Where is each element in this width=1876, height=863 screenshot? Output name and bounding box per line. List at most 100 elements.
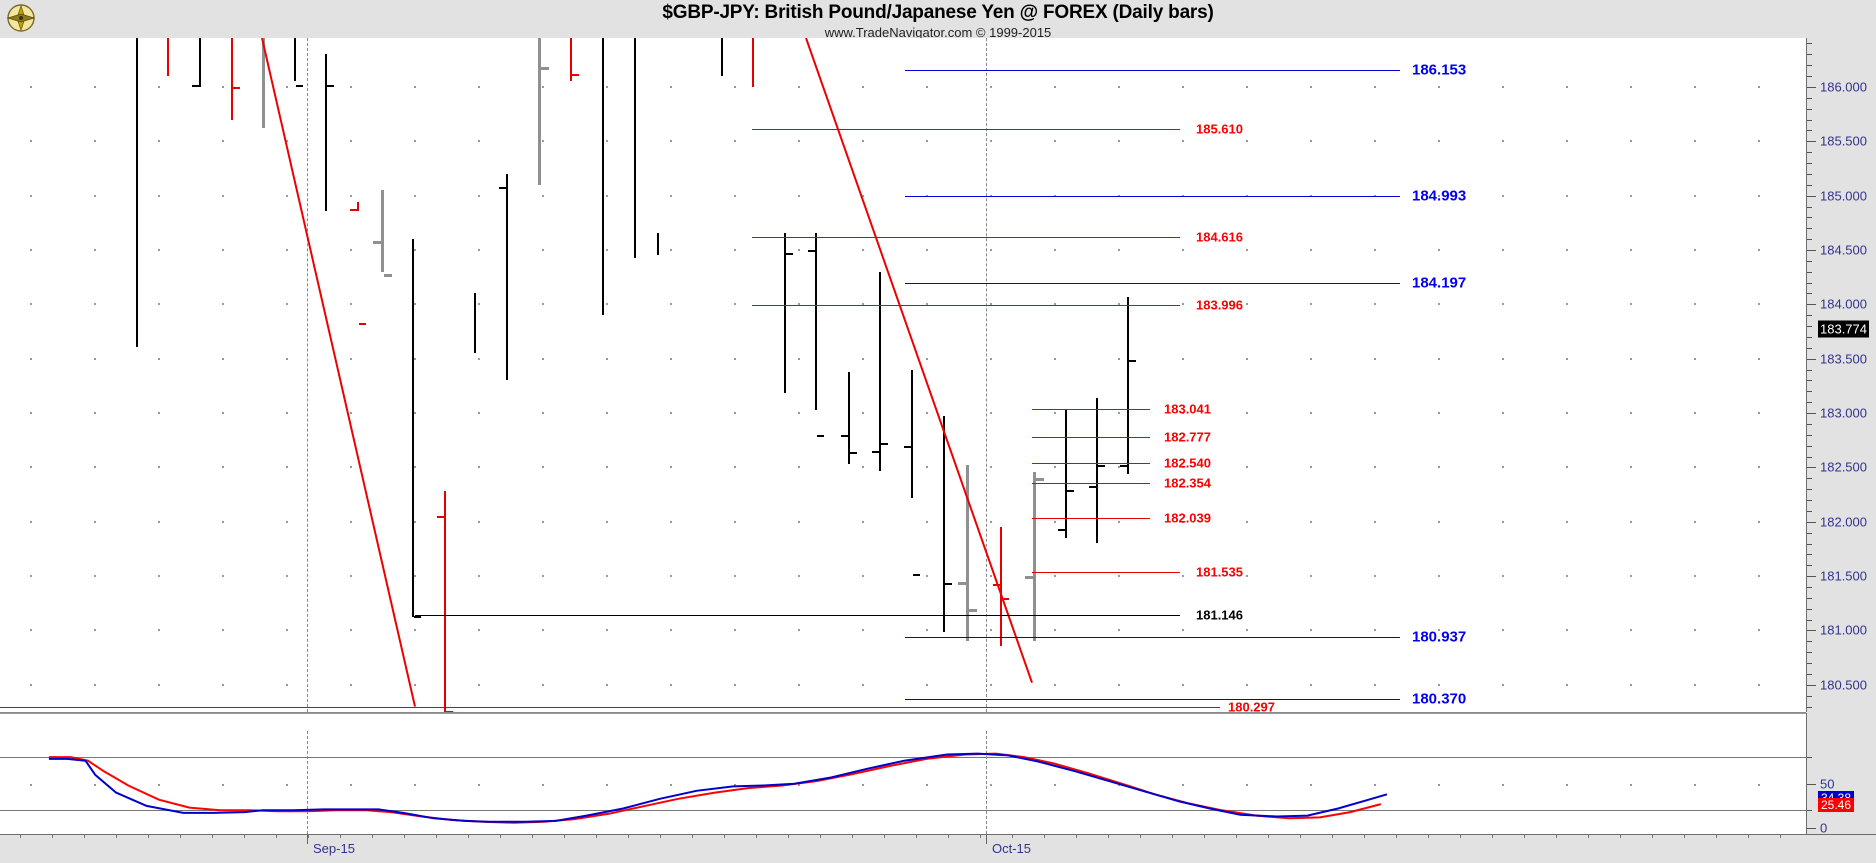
- price-axis-minor-tick: [1807, 608, 1812, 610]
- grid-dot: [542, 575, 544, 578]
- study-line[interactable]: [905, 282, 1400, 284]
- price-axis-label: 183.500: [1820, 351, 1867, 367]
- grid-dot: [542, 629, 544, 632]
- ohlc-bar: [167, 38, 169, 77]
- grid-dot: [990, 248, 992, 251]
- grid-dot: [798, 357, 800, 360]
- grid-dot: [414, 412, 416, 415]
- grid-dot: [222, 303, 224, 306]
- study-line[interactable]: [905, 70, 1400, 72]
- grid-dot: [1566, 85, 1568, 88]
- grid-dot: [478, 783, 480, 786]
- ohlc-bar: [474, 293, 476, 354]
- grid-dot: [1374, 683, 1376, 686]
- bar-open-tick: [499, 186, 506, 189]
- study-line[interactable]: [1032, 437, 1150, 439]
- grid-dot: [990, 357, 992, 360]
- study-line[interactable]: [0, 706, 1220, 708]
- grid-dot: [1246, 783, 1248, 786]
- study-line[interactable]: [752, 304, 1180, 306]
- price-axis[interactable]: 186.000 185.500 185.000 184.500 184.000 183.5…: [1806, 38, 1876, 712]
- grid-dot: [1758, 783, 1760, 786]
- grid-dot: [734, 194, 736, 197]
- grid-dot: [1182, 85, 1184, 88]
- date-axis-minor-tick: [1140, 835, 1141, 838]
- price-axis-minor-tick: [1807, 706, 1812, 708]
- ohlc-bar: [192, 38, 201, 87]
- grid-dot: [1054, 248, 1056, 251]
- indicator-axis-minor-tick: [1807, 757, 1812, 759]
- grid-dot: [1374, 85, 1376, 88]
- grid-dot: [158, 783, 160, 786]
- grid-dot: [798, 783, 800, 786]
- grid-dot: [1374, 194, 1376, 197]
- study-line[interactable]: [1032, 483, 1150, 485]
- date-axis[interactable]: Sep-15 Oct-15: [0, 834, 1876, 863]
- grid-dot: [350, 303, 352, 306]
- study-line[interactable]: [1032, 408, 1150, 410]
- grid-dot: [1630, 783, 1632, 786]
- ohlc-bar: [373, 190, 392, 277]
- grid-dot: [1694, 412, 1696, 415]
- grid-dot: [734, 85, 736, 88]
- date-axis-minor-tick: [1684, 835, 1685, 838]
- grid-dot: [1310, 412, 1312, 415]
- grid-dot: [478, 194, 480, 197]
- grid-dot: [1502, 85, 1504, 88]
- date-axis-minor-tick: [980, 835, 981, 838]
- study-line[interactable]: [752, 129, 1180, 131]
- grid-dot: [926, 357, 928, 360]
- study-line[interactable]: [1032, 572, 1180, 574]
- grid-dot: [926, 575, 928, 578]
- date-axis-minor-tick: [1780, 835, 1781, 838]
- grid-dot: [1246, 683, 1248, 686]
- grid-dot: [1246, 466, 1248, 469]
- stochastic-pane[interactable]: [0, 731, 1806, 834]
- grid-dot: [798, 85, 800, 88]
- grid-dot: [1246, 85, 1248, 88]
- price-axis-minor-tick: [1807, 391, 1812, 393]
- study-line[interactable]: [1032, 463, 1150, 465]
- study-line[interactable]: [905, 637, 1400, 639]
- date-axis-label: Sep-15: [313, 841, 355, 856]
- study-line[interactable]: [752, 237, 1180, 239]
- grid-dot: [926, 520, 928, 523]
- grid-dot: [30, 575, 32, 578]
- grid-dot: [862, 248, 864, 251]
- grid-dot: [542, 412, 544, 415]
- price-axis-minor-tick: [1807, 673, 1812, 675]
- grid-dot: [926, 248, 928, 251]
- grid-dot: [990, 520, 992, 523]
- grid-dot: [30, 85, 32, 88]
- grid-dot: [542, 85, 544, 88]
- price-axis-minor-tick: [1807, 423, 1812, 425]
- grid-dot: [30, 629, 32, 632]
- ohlc-bar: [1120, 296, 1136, 474]
- grid-dot: [1182, 520, 1184, 523]
- price-chart-pane[interactable]: 186.153 185.610 184.993 184.616 184.197 183.9…: [0, 38, 1806, 713]
- grid-dot: [670, 575, 672, 578]
- indicator-axis-minor-tick: [1807, 810, 1812, 812]
- study-line[interactable]: [415, 614, 1180, 616]
- grid-dot: [606, 466, 608, 469]
- grid-dot: [1182, 783, 1184, 786]
- grid-dot: [798, 140, 800, 143]
- price-axis-label: 180.500: [1820, 677, 1867, 693]
- bar-open-tick: [841, 434, 848, 437]
- study-line[interactable]: [1032, 517, 1150, 519]
- grid-dot: [862, 194, 864, 197]
- date-axis-minor-tick: [1588, 835, 1589, 838]
- study-line[interactable]: [905, 196, 1400, 198]
- grid-dot: [222, 412, 224, 415]
- ohlc-bar: [350, 202, 366, 325]
- grid-dot: [926, 683, 928, 686]
- grid-dot: [414, 466, 416, 469]
- price-axis-minor-tick: [1807, 500, 1812, 502]
- price-axis-minor-tick: [1807, 97, 1812, 99]
- ohlc-bar: [1089, 397, 1105, 544]
- grid-dot: [158, 357, 160, 360]
- indicator-axis[interactable]: 50034.3825.46: [1806, 713, 1876, 836]
- grid-dot: [1758, 412, 1760, 415]
- date-axis-minor-tick: [20, 835, 21, 838]
- study-line[interactable]: [905, 698, 1400, 700]
